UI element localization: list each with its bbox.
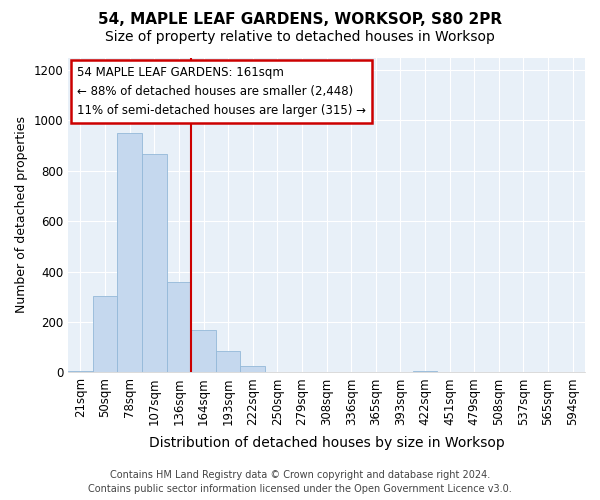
Text: Size of property relative to detached houses in Worksop: Size of property relative to detached ho… [105,30,495,44]
Bar [191,330,216,372]
Bar [68,371,93,372]
Bar [93,296,118,372]
Bar [413,371,437,372]
Bar [216,351,241,372]
Bar [118,133,142,372]
Text: 54, MAPLE LEAF GARDENS, WORKSOP, S80 2PR: 54, MAPLE LEAF GARDENS, WORKSOP, S80 2PR [98,12,502,28]
Bar [241,366,265,372]
Bar [167,282,191,372]
Text: 54 MAPLE LEAF GARDENS: 161sqm
← 88% of detached houses are smaller (2,448)
11% o: 54 MAPLE LEAF GARDENS: 161sqm ← 88% of d… [77,66,366,118]
X-axis label: Distribution of detached houses by size in Worksop: Distribution of detached houses by size … [149,436,505,450]
Bar [142,154,167,372]
Text: Contains HM Land Registry data © Crown copyright and database right 2024.
Contai: Contains HM Land Registry data © Crown c… [88,470,512,494]
Y-axis label: Number of detached properties: Number of detached properties [15,116,28,314]
